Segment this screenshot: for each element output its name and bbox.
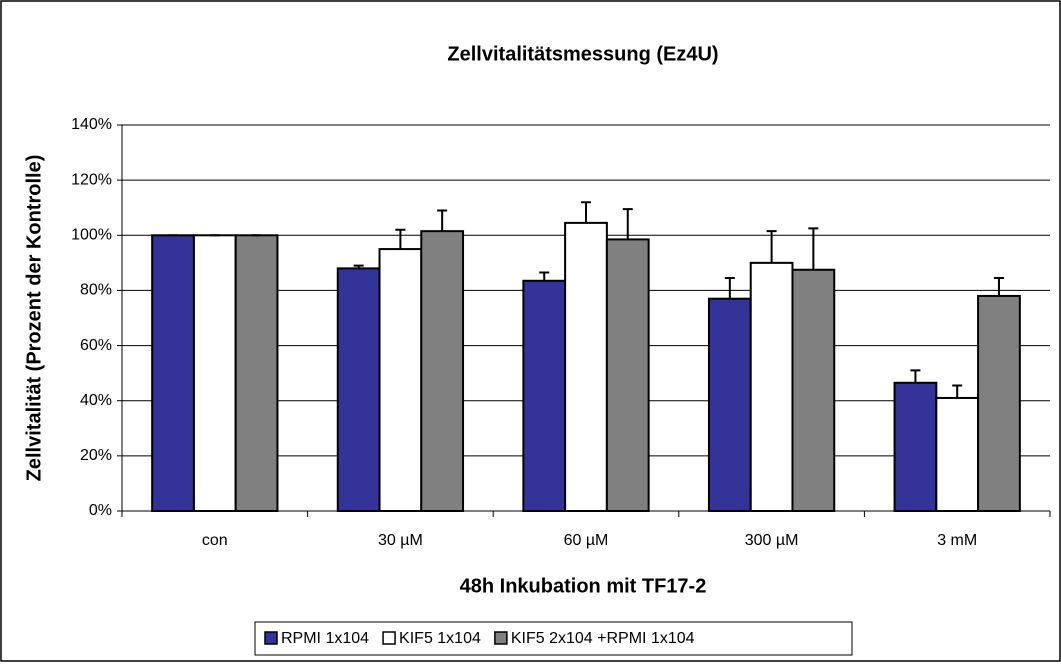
y-tick-label: 140% — [71, 116, 112, 133]
bar — [192, 234, 237, 513]
error-bar — [952, 384, 963, 398]
bar — [977, 294, 1021, 513]
error-bar — [766, 230, 777, 263]
error-bar — [724, 277, 735, 299]
y-tick-label: 100% — [71, 227, 112, 244]
legend-label: KIF5 2x104 +RPMI 1x104 — [511, 630, 695, 647]
legend-box — [254, 621, 853, 656]
bar — [893, 381, 938, 512]
bar — [935, 396, 980, 513]
bar — [378, 248, 423, 512]
error-bar — [395, 228, 406, 250]
x-tick-label: 60 µM — [564, 532, 609, 549]
bar — [707, 297, 752, 513]
y-tick-label: 80% — [80, 282, 112, 299]
legend-swatch — [494, 631, 508, 645]
bar — [605, 238, 650, 513]
y-tick-label: 20% — [80, 447, 112, 464]
legend-swatch — [264, 631, 278, 645]
y-tick-label: 0% — [89, 502, 112, 519]
bar — [791, 268, 836, 512]
x-tick-label: 300 µM — [745, 532, 799, 549]
legend-swatch — [382, 631, 396, 645]
error-bar — [437, 209, 448, 232]
error-bar — [581, 201, 591, 223]
bar — [234, 234, 279, 513]
error-bar — [808, 227, 819, 270]
error-bar — [622, 208, 633, 240]
y-tick-label: 40% — [80, 392, 112, 409]
error-bar — [539, 271, 550, 281]
bar — [749, 261, 794, 512]
error-bar — [910, 369, 921, 383]
x-tick-label: 3 mM — [937, 532, 977, 549]
legend-label: KIF5 1x104 — [399, 630, 481, 647]
x-axis-title: 48h Inkubation mit TF17-2 — [460, 575, 707, 597]
y-tick-label: 120% — [71, 171, 112, 188]
error-bar — [353, 264, 364, 269]
bar — [420, 230, 465, 512]
bar — [336, 267, 381, 512]
y-axis-title: Zellvitalität (Prozent der Kontrolle) — [23, 155, 45, 482]
y-tick-label: 60% — [80, 337, 112, 354]
bar — [564, 221, 608, 512]
legend-label: RPMI 1x104 — [281, 630, 369, 647]
chart-title: Zellvitalitätsmessung (Ez4U) — [447, 43, 718, 65]
bar — [151, 234, 195, 513]
error-bar — [993, 277, 1004, 296]
bar — [522, 279, 567, 512]
x-tick-label: 30 µM — [378, 532, 423, 549]
x-tick-label: con — [202, 532, 228, 549]
